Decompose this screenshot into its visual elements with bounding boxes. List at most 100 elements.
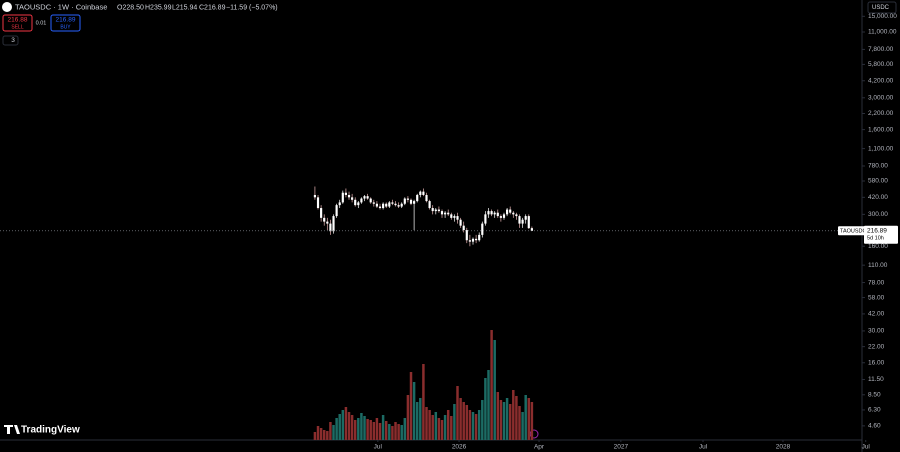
logo-icon (4, 425, 20, 434)
volume-bar (502, 402, 506, 440)
volume-bar (409, 372, 413, 440)
candle-body (440, 211, 444, 215)
y-tick-label: 7,800.00 (868, 46, 894, 53)
ohlc-high: H235.99 (145, 4, 172, 11)
y-tick-label: 15,000.00 (868, 13, 897, 20)
y-tick-label: 1,600.00 (868, 126, 894, 133)
x-tick-label: 2028 (776, 444, 791, 451)
volume-bar (422, 364, 425, 440)
candle-body (530, 228, 533, 231)
volume-bar (515, 396, 518, 440)
x-tick-label: Jul (374, 444, 383, 451)
volume-bar (372, 422, 376, 440)
candle-body (397, 205, 400, 207)
ohlc-low: L215.94 (172, 4, 197, 11)
price-tag: 216.89 (867, 228, 887, 235)
volume-bar (428, 410, 431, 440)
candle-body (518, 216, 521, 224)
candle-body (326, 221, 329, 224)
volume-bar (384, 421, 388, 440)
sell-price: 216.88 (8, 17, 28, 24)
volume-bar (326, 431, 329, 440)
candle-body (332, 216, 335, 232)
volume-bar (471, 412, 475, 440)
y-tick-label: 58.00 (868, 294, 885, 301)
volume-bar (434, 412, 438, 440)
volume-bar (453, 404, 456, 440)
y-tick-label: 78.00 (868, 279, 885, 286)
volume-bar (313, 432, 317, 440)
y-tick-label: 1,100.00 (868, 145, 894, 152)
sell-button[interactable] (2, 14, 33, 32)
candle-body (382, 203, 385, 209)
candle-body (453, 216, 456, 218)
candle-body (509, 209, 512, 213)
candle-body (375, 203, 378, 207)
buy-price: 216.89 (56, 17, 76, 24)
candle-body (347, 194, 351, 198)
candle-body (394, 203, 397, 206)
y-tick-label: 42.00 (868, 311, 885, 318)
candle-body (351, 197, 354, 200)
candle-body (471, 238, 475, 242)
candle-body (357, 202, 360, 206)
x-tick-label: Jul (862, 444, 871, 451)
volume-bar (338, 414, 341, 440)
volume-bar (332, 425, 335, 440)
sell-label: SELL (11, 24, 23, 30)
candle-body (481, 223, 484, 235)
candle-body (378, 206, 382, 209)
volume-bar (527, 398, 531, 440)
candle-body (459, 219, 462, 226)
buy-button[interactable] (50, 14, 81, 32)
candle-body (360, 198, 363, 203)
symbol-tag: TAOUSDC (840, 229, 867, 235)
volume-bar (481, 400, 484, 440)
volume-bar (388, 424, 391, 440)
volume-bar (419, 398, 422, 440)
y-tick-label: 30.00 (868, 328, 885, 335)
volume-bar (499, 400, 503, 440)
volume-bar (496, 392, 500, 440)
volume-bar (493, 340, 496, 440)
volume-bar (363, 416, 366, 440)
volume-bar (412, 382, 416, 440)
candle-body (320, 208, 323, 218)
ohlc-open: O228.50 (117, 4, 144, 11)
indicators-toggle[interactable] (2, 35, 19, 46)
candle-body (434, 209, 437, 212)
y-tick-label: 11,000.00 (868, 29, 897, 36)
candle-body (527, 216, 530, 229)
candle-body (388, 202, 391, 207)
volume-bar (446, 410, 450, 440)
y-tick-label: 110.00 (868, 262, 888, 269)
candle-body (515, 214, 518, 217)
candle-body (338, 202, 341, 206)
candle-body (341, 192, 344, 203)
volume-bar (484, 378, 487, 440)
candle-body (484, 214, 487, 224)
y-tick-label: 8.50 (868, 392, 881, 399)
y-tick-label: 420.00 (868, 194, 888, 201)
candle-body (502, 214, 506, 218)
candle-body (391, 202, 394, 204)
volume-bar (431, 415, 434, 440)
price-tag-box (864, 225, 898, 244)
volume-bar (350, 415, 354, 440)
candle-body (416, 194, 419, 202)
volume-bar (487, 370, 490, 440)
y-tick-label: 580.00 (868, 178, 888, 185)
volume-bar (508, 404, 512, 440)
currency-button[interactable] (867, 1, 897, 14)
candle-body (419, 191, 422, 195)
volume-bar (335, 418, 338, 440)
volume-bar (375, 418, 379, 440)
volume-bar (465, 405, 469, 440)
volume-bar (425, 407, 428, 440)
volume-bar (505, 398, 509, 440)
candle-body (425, 194, 428, 202)
y-tick-label: 11.50 (868, 376, 884, 383)
candle-body (490, 211, 493, 215)
volume-bar (474, 414, 478, 440)
